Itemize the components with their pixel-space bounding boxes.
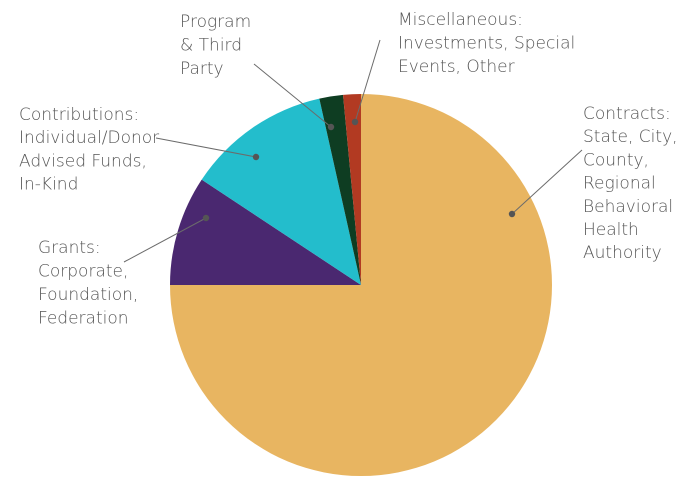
leader-dot-miscellaneous [351, 118, 359, 126]
pie-slice-program-third-party [319, 94, 361, 285]
slice-label-line: Health [583, 220, 639, 240]
leader-lines [123, 39, 583, 263]
pie-slices [170, 94, 552, 476]
slice-label-line: Authority [583, 243, 662, 263]
slice-label-line: Party [180, 59, 224, 79]
pie-slice-grants [170, 179, 361, 285]
leader-dot-contributions [252, 153, 260, 161]
pie-slice-miscellaneous [343, 94, 361, 285]
slice-label-miscellaneous: Miscellaneous: Investments, Special Events… [398, 10, 575, 77]
slice-label-line: Contributions: [19, 105, 139, 125]
slice-label-line: In-Kind [19, 175, 78, 195]
slice-label-line: Program [180, 12, 251, 32]
slice-label-line: County, [583, 150, 649, 170]
leader-dot-program-third-party [327, 123, 335, 131]
leader-line-contracts [511, 149, 583, 215]
leader-dot-contracts [508, 210, 516, 218]
slice-label-line: Events, Other [398, 57, 515, 77]
slice-label-line: Corporate, [38, 262, 128, 282]
slice-label-line: Miscellaneous: [398, 10, 523, 30]
slice-label-line: Behavioral [583, 197, 673, 217]
slice-label-line: Grants: [38, 238, 101, 258]
slice-label-grants: Grants: Corporate, Foundation, Federation [38, 238, 138, 329]
slice-label-line: Advised Funds, [19, 151, 147, 171]
slice-label-contracts: Contracts: State, City, County, Regional Beh… [583, 104, 678, 263]
slice-label-line: & Third [180, 36, 242, 56]
slice-labels: Contracts: State, City, County, Regional Beh… [19, 10, 678, 329]
slice-label-contributions: Contributions: Individual/Donor Advised Fu… [19, 105, 159, 195]
slice-label-program-third-party: Program & Third Party [180, 12, 251, 79]
leader-dot-grants [202, 214, 210, 222]
leader-line-contributions [155, 137, 257, 158]
pie-slice-contributions [201, 98, 361, 285]
slice-label-line: Regional [583, 174, 656, 194]
slice-label-line: Individual/Donor [19, 128, 159, 148]
slice-label-line: Federation [38, 309, 129, 329]
leader-line-grants [123, 217, 207, 263]
slice-label-line: Investments, Special [398, 34, 575, 54]
slice-label-line: State, City, [583, 127, 678, 147]
leader-line-miscellaneous [354, 39, 381, 123]
slice-label-line: Contracts: [583, 104, 671, 124]
slice-label-line: Foundation, [38, 285, 138, 305]
leader-line-program-third-party [253, 63, 332, 128]
